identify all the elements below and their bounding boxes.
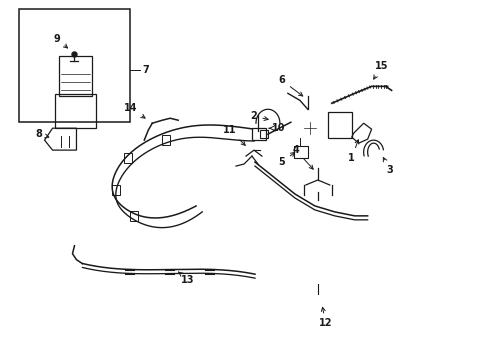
Text: 10: 10 (272, 123, 285, 133)
Text: 2: 2 (250, 111, 268, 121)
Text: 3: 3 (383, 158, 393, 175)
Text: 8: 8 (35, 129, 49, 139)
Text: 9: 9 (53, 33, 68, 48)
Text: 11: 11 (223, 125, 245, 145)
Circle shape (72, 52, 77, 57)
Bar (294, 146, 308, 158)
Bar (58, 57, 93, 96)
Bar (19, 9, 130, 122)
Text: 15: 15 (374, 62, 389, 79)
Text: 5: 5 (278, 152, 295, 167)
Bar (260, 130, 268, 138)
Text: 4: 4 (293, 145, 313, 169)
Bar (112, 185, 121, 195)
Text: 1: 1 (348, 140, 359, 163)
Bar (162, 135, 170, 145)
Bar (124, 153, 132, 163)
Text: 14: 14 (123, 103, 145, 118)
Bar (130, 211, 138, 221)
Bar (328, 112, 352, 138)
Text: 7: 7 (142, 66, 149, 76)
Text: 12: 12 (319, 307, 333, 328)
Text: 6: 6 (278, 75, 303, 96)
Bar (252, 128, 266, 140)
Bar (54, 94, 97, 128)
Text: 13: 13 (178, 272, 195, 285)
